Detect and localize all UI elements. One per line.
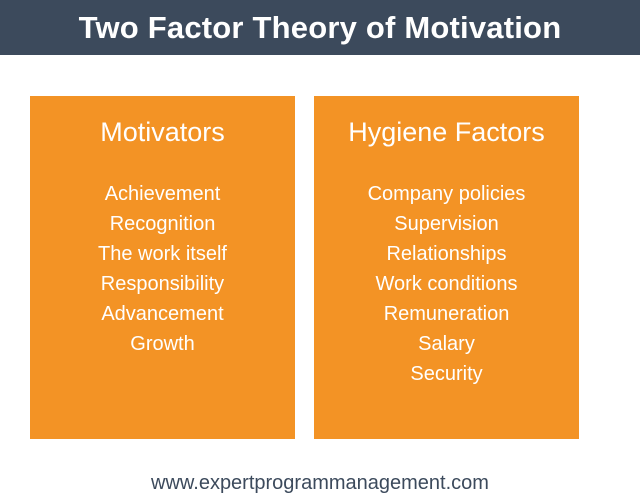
list-item: Growth (130, 333, 195, 355)
list-item: Achievement (104, 183, 221, 205)
list-item: Relationships (386, 243, 507, 265)
motivators-title: Motivators (100, 117, 225, 147)
motivators-panel: Motivators Achievement Recognition The w… (30, 96, 295, 439)
list-item: Remuneration (383, 303, 510, 325)
list-item: Security (410, 363, 483, 385)
list-item: Supervision (394, 213, 499, 235)
page-title: Two Factor Theory of Motivation (78, 9, 562, 45)
motivators-list: Achievement Recognition The work itself … (30, 179, 295, 359)
list-item: Company policies (367, 183, 526, 205)
hygiene-factors-title: Hygiene Factors (348, 117, 545, 147)
list-item: Work conditions (375, 273, 518, 295)
list-item: Advancement (101, 303, 224, 325)
hygiene-factors-panel: Hygiene Factors Company policies Supervi… (314, 96, 579, 439)
hygiene-factors-list: Company policies Supervision Relationshi… (314, 179, 579, 389)
footer-url: www.expertprogrammanagement.com (151, 472, 489, 494)
list-item: Salary (418, 333, 475, 355)
list-item: The work itself (98, 243, 227, 265)
header-bar: Two Factor Theory of Motivation (0, 0, 640, 55)
list-item: Recognition (109, 213, 216, 235)
list-item: Responsibility (100, 273, 225, 295)
